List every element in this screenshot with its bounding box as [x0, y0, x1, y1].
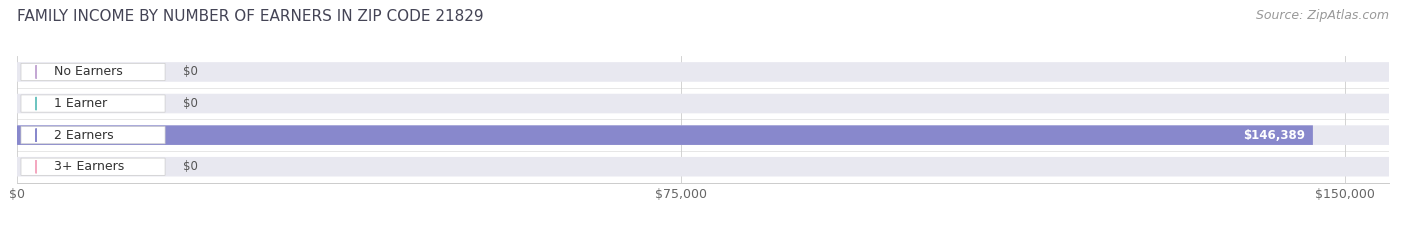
Text: 2 Earners: 2 Earners	[53, 129, 114, 142]
FancyBboxPatch shape	[21, 95, 165, 112]
Text: FAMILY INCOME BY NUMBER OF EARNERS IN ZIP CODE 21829: FAMILY INCOME BY NUMBER OF EARNERS IN ZI…	[17, 9, 484, 24]
Text: 1 Earner: 1 Earner	[53, 97, 107, 110]
FancyBboxPatch shape	[17, 125, 1313, 145]
FancyBboxPatch shape	[21, 158, 165, 175]
Text: 3+ Earners: 3+ Earners	[53, 160, 124, 173]
Text: $0: $0	[183, 160, 198, 173]
Text: Source: ZipAtlas.com: Source: ZipAtlas.com	[1256, 9, 1389, 22]
Text: No Earners: No Earners	[53, 66, 122, 78]
Text: $146,389: $146,389	[1243, 129, 1305, 142]
FancyBboxPatch shape	[21, 127, 165, 144]
FancyBboxPatch shape	[17, 94, 1389, 113]
Text: $0: $0	[183, 66, 198, 78]
Text: $0: $0	[183, 97, 198, 110]
FancyBboxPatch shape	[17, 157, 1389, 176]
FancyBboxPatch shape	[21, 63, 165, 80]
FancyBboxPatch shape	[17, 62, 1389, 82]
FancyBboxPatch shape	[17, 125, 1389, 145]
